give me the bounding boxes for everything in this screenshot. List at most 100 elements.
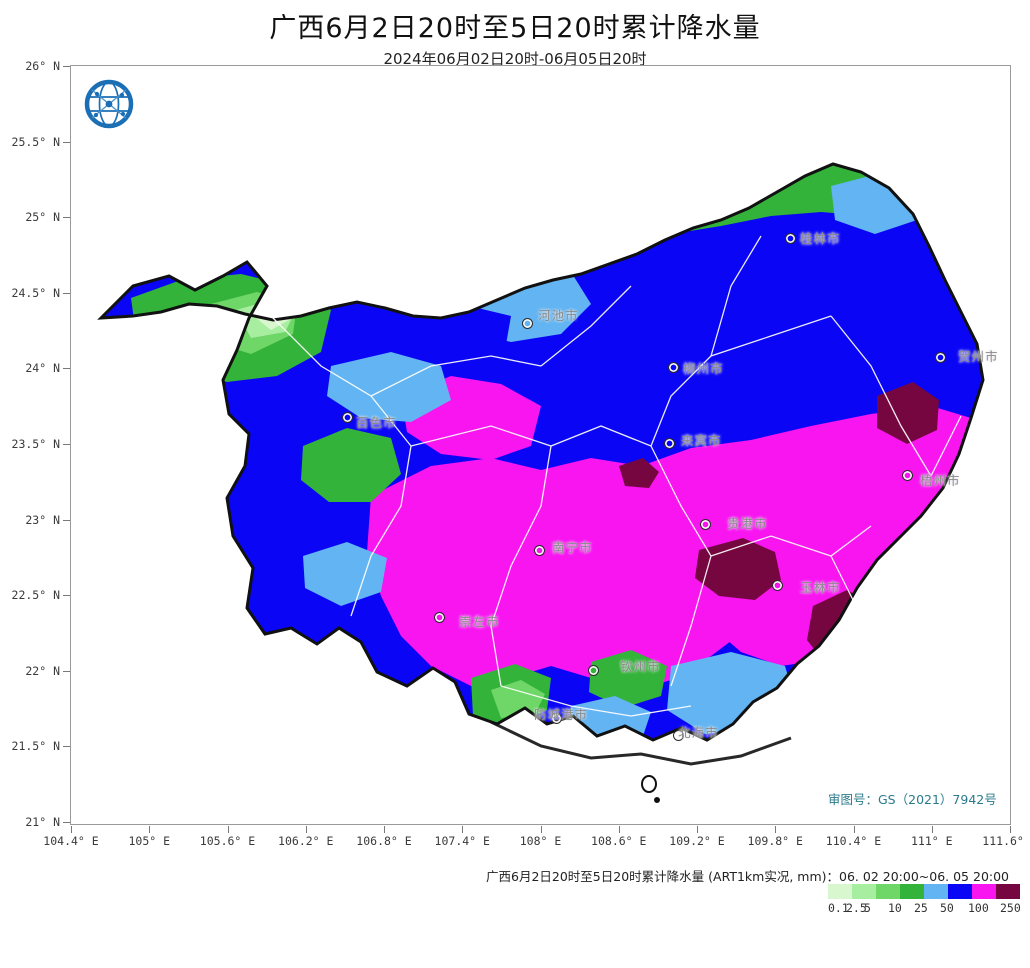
lat-tick	[63, 368, 70, 370]
lon-tick	[853, 826, 855, 833]
legend-caption: 广西6月2日20时至5日20时累计降水量 (ART1km实况, mm)：06. …	[486, 869, 1010, 884]
lat-tick-label: 21° N	[25, 815, 60, 829]
lat-tick	[63, 444, 70, 445]
city-marker-1[interactable]	[522, 318, 533, 329]
lon-tick-label: 108° E	[519, 834, 562, 848]
lat-tick-label: 22° N	[25, 663, 60, 678]
city-label-12: 防城港市	[534, 707, 589, 722]
lon-tick	[71, 826, 72, 833]
lon-tick-label: 111° E	[910, 834, 953, 848]
city-marker-2[interactable]	[668, 362, 679, 373]
city-marker-3[interactable]	[342, 412, 353, 423]
legend-tick-10: 10	[888, 901, 902, 915]
legend-tick-250: 250	[1000, 901, 1021, 915]
legend-swatch-7	[996, 884, 1020, 899]
city-label-4: 来宾市	[681, 433, 722, 448]
city-label-8: 玉林市	[800, 580, 841, 595]
island-small	[654, 797, 660, 803]
legend-swatch-2	[876, 884, 900, 899]
lon-tick-label: 110.4° E	[825, 834, 882, 848]
legend-tick-labels: 0.1 2.5 5 10 25 50 100 250	[820, 901, 1030, 917]
city-marker-10[interactable]	[434, 612, 445, 623]
prefecture-boundaries	[270, 235, 962, 717]
lat-tick-label: 24.5° N	[11, 285, 60, 300]
lat-tick	[63, 292, 70, 294]
lat-tick	[63, 217, 70, 219]
lon-tick-label: 109.8° E	[747, 834, 803, 848]
city-marker-0[interactable]	[785, 233, 796, 244]
city-label-13: 北海市	[678, 725, 719, 740]
legend-tick-50: 50	[940, 901, 954, 915]
city-marker-7[interactable]	[700, 519, 711, 530]
lon-tick	[540, 826, 542, 833]
legend-swatch-1	[852, 884, 876, 899]
lat-tick-label: 22.5° N	[11, 588, 60, 603]
city-marker-13[interactable]	[673, 730, 684, 741]
lon-tick-label: 105.6° E	[199, 834, 256, 848]
city-label-3: 百色市	[356, 415, 397, 430]
city-label-11: 钦州市	[620, 659, 661, 674]
city-label-10: 崇左市	[459, 614, 500, 629]
city-label-1: 河池市	[538, 308, 579, 323]
legend-swatch-3	[900, 884, 924, 899]
city-marker-6[interactable]	[902, 470, 913, 481]
lat-tick-label: 25.5° N	[11, 134, 60, 149]
city-label-2: 柳州市	[683, 361, 724, 376]
globe-network-logo-icon	[80, 78, 138, 130]
lon-tick	[462, 826, 464, 833]
lat-tick	[63, 66, 70, 67]
legend-tick-2.5: 2.5	[846, 901, 867, 915]
city-label-9: 南宁市	[552, 540, 593, 555]
lat-tick-label: 26° N	[25, 59, 60, 73]
island-weizhou	[641, 775, 657, 793]
lon-tick	[305, 826, 307, 833]
legend-swatch-4	[924, 884, 948, 899]
page-subtitle: 2024年06月02日20时-06月05日20时	[383, 50, 647, 68]
lon-tick	[697, 826, 698, 833]
lon-tick	[931, 826, 933, 833]
lat-tick-label: 24° N	[25, 361, 60, 376]
lon-tick-label: 104.4° E	[43, 834, 99, 848]
lon-tick	[775, 826, 777, 833]
precipitation-map	[71, 66, 1010, 824]
city-marker-11[interactable]	[588, 665, 599, 676]
city-label-7: 贵港市	[727, 516, 768, 531]
lon-tick	[1010, 826, 1011, 833]
legend-tick-0.1: 0.1	[828, 901, 849, 915]
city-marker-12[interactable]	[551, 713, 562, 724]
lat-tick	[63, 141, 70, 143]
lon-tick	[618, 826, 620, 833]
lat-tick-label: 23° N	[25, 512, 60, 527]
page-title: 广西6月2日20时至5日20时累计降水量	[269, 13, 761, 44]
lat-tick	[63, 746, 70, 748]
lat-tick-label: 23.5° N	[11, 437, 60, 451]
map-plot-area[interactable]: 桂林市 河池市 柳州市 百色市 来宾市 贺州市 梧州市 贵港市 玉林市 南宁市 崇左市 钦州市 防城港市…	[70, 65, 1011, 825]
lon-tick-label: 107.4° E	[434, 834, 490, 848]
city-marker-8[interactable]	[772, 580, 783, 591]
lon-tick-label: 109.2° E	[669, 834, 725, 848]
lat-tick	[63, 519, 70, 521]
lon-tick	[149, 826, 151, 833]
legend-tick-100: 100	[968, 901, 989, 915]
lat-tick-label: 21.5° N	[11, 739, 60, 754]
lon-tick-label: 106.8° E	[356, 834, 412, 848]
city-label-6: 梧州市	[920, 473, 961, 488]
city-marker-5[interactable]	[935, 352, 946, 363]
province-boundary	[97, 162, 985, 742]
lon-tick-label: 105° E	[128, 834, 171, 848]
lat-tick	[63, 822, 70, 823]
city-marker-9[interactable]	[534, 545, 545, 556]
legend-tick-5: 5	[864, 901, 871, 915]
legend-tick-25: 25	[914, 901, 928, 915]
lat-tick-label: 25° N	[25, 210, 60, 225]
legend-colorbar	[828, 884, 1020, 899]
city-marker-4[interactable]	[664, 438, 675, 449]
lon-tick-label: 111.6° E	[982, 834, 1030, 848]
lon-tick-label: 106.2° E	[278, 834, 334, 848]
lon-tick-label: 108.6° E	[591, 834, 647, 848]
map-approval-number: 审图号：GS（2021）7942号	[828, 792, 997, 807]
lat-tick	[63, 670, 70, 672]
lat-tick	[63, 595, 70, 597]
coastline	[490, 720, 792, 766]
city-label-5: 贺州市	[958, 349, 999, 364]
